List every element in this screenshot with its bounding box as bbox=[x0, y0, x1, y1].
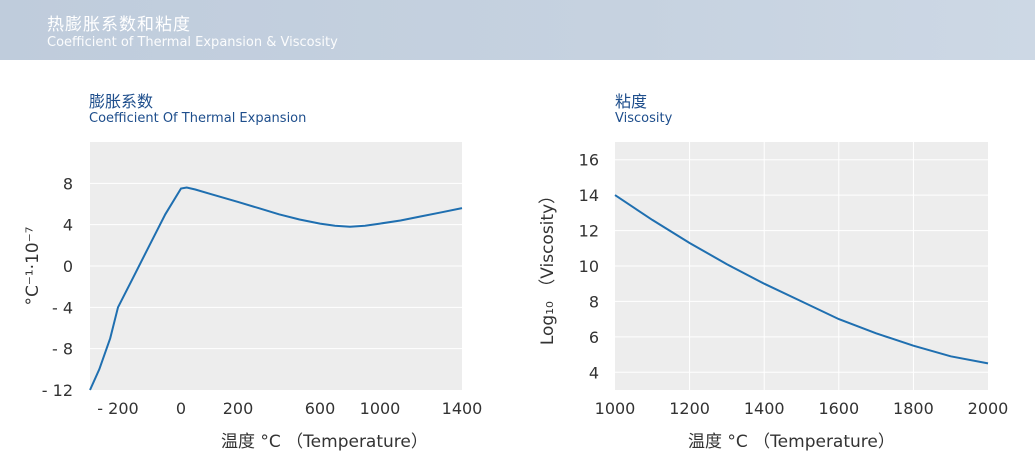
cte-x-tick-label: 0 bbox=[176, 399, 186, 418]
viscosity-y-tick-label: 16 bbox=[579, 151, 599, 170]
cte-series-line bbox=[89, 186, 463, 391]
cte-x-tick-label: 200 bbox=[223, 399, 254, 418]
header-title-en: Coefficient of Thermal Expansion & Visco… bbox=[47, 35, 338, 50]
cte-y-tick-label: 4 bbox=[63, 216, 73, 235]
cte-y-tick-label: - 8 bbox=[52, 340, 73, 359]
viscosity-chart: 4 6 8 10 12 14 16 1000 1200 1400 1600 1800 2000 温度 … bbox=[538, 142, 1008, 452]
viscosity-x-tick-label: 1000 bbox=[595, 399, 636, 418]
cte-chart: - 12 - 8 - 4 0 4 8 - 200 0 200 600 1000 1400 温度 °C… bbox=[23, 142, 482, 452]
cte-x-tick-label: 1400 bbox=[442, 399, 483, 418]
viscosity-y-tick-label: 4 bbox=[589, 363, 599, 382]
viscosity-y-axis-label: Log₁₀ （Viscosity） bbox=[538, 187, 558, 345]
viscosity-y-tick-label: 14 bbox=[579, 186, 599, 205]
viscosity-x-tick-label: 1200 bbox=[669, 399, 710, 418]
viscosity-y-tick-label: 8 bbox=[589, 292, 599, 311]
cte-x-tick-label: 600 bbox=[305, 399, 336, 418]
viscosity-y-tick-label: 10 bbox=[579, 257, 599, 276]
viscosity-x-axis-label: 温度 °C （Temperature） bbox=[688, 432, 895, 452]
viscosity-y-tick-label: 6 bbox=[589, 328, 599, 347]
cte-y-tick-label: 8 bbox=[63, 174, 73, 193]
header-band: 热膨胀系数和粘度 Coefficient of Thermal Expansio… bbox=[0, 0, 1035, 60]
viscosity-y-tick-label: 12 bbox=[579, 222, 599, 241]
cte-y-tick-label: - 12 bbox=[42, 381, 73, 400]
viscosity-x-tick-label: 2000 bbox=[968, 399, 1009, 418]
cte-y-tick-label: 0 bbox=[63, 257, 73, 276]
viscosity-series-line bbox=[614, 194, 989, 365]
viscosity-title-cn: 粘度 bbox=[615, 92, 648, 111]
cte-y-tick-label: - 4 bbox=[52, 298, 73, 317]
cte-x-tick-label: - 200 bbox=[97, 399, 138, 418]
viscosity-x-tick-label: 1800 bbox=[893, 399, 934, 418]
viscosity-title-en: Viscosity bbox=[615, 111, 673, 126]
cte-title-en: Coefficient Of Thermal Expansion bbox=[89, 111, 307, 126]
viscosity-x-tick-label: 1600 bbox=[818, 399, 859, 418]
cte-x-tick-label: 1000 bbox=[360, 399, 401, 418]
cte-x-axis-label: 温度 °C （Temperature） bbox=[221, 432, 428, 452]
cte-title-cn: 膨胀系数 bbox=[89, 92, 154, 111]
viscosity-x-tick-label: 1400 bbox=[744, 399, 785, 418]
header-title-cn: 热膨胀系数和粘度 bbox=[47, 15, 191, 35]
cte-y-axis-label: °C⁻¹·10⁻⁷ bbox=[23, 226, 43, 305]
